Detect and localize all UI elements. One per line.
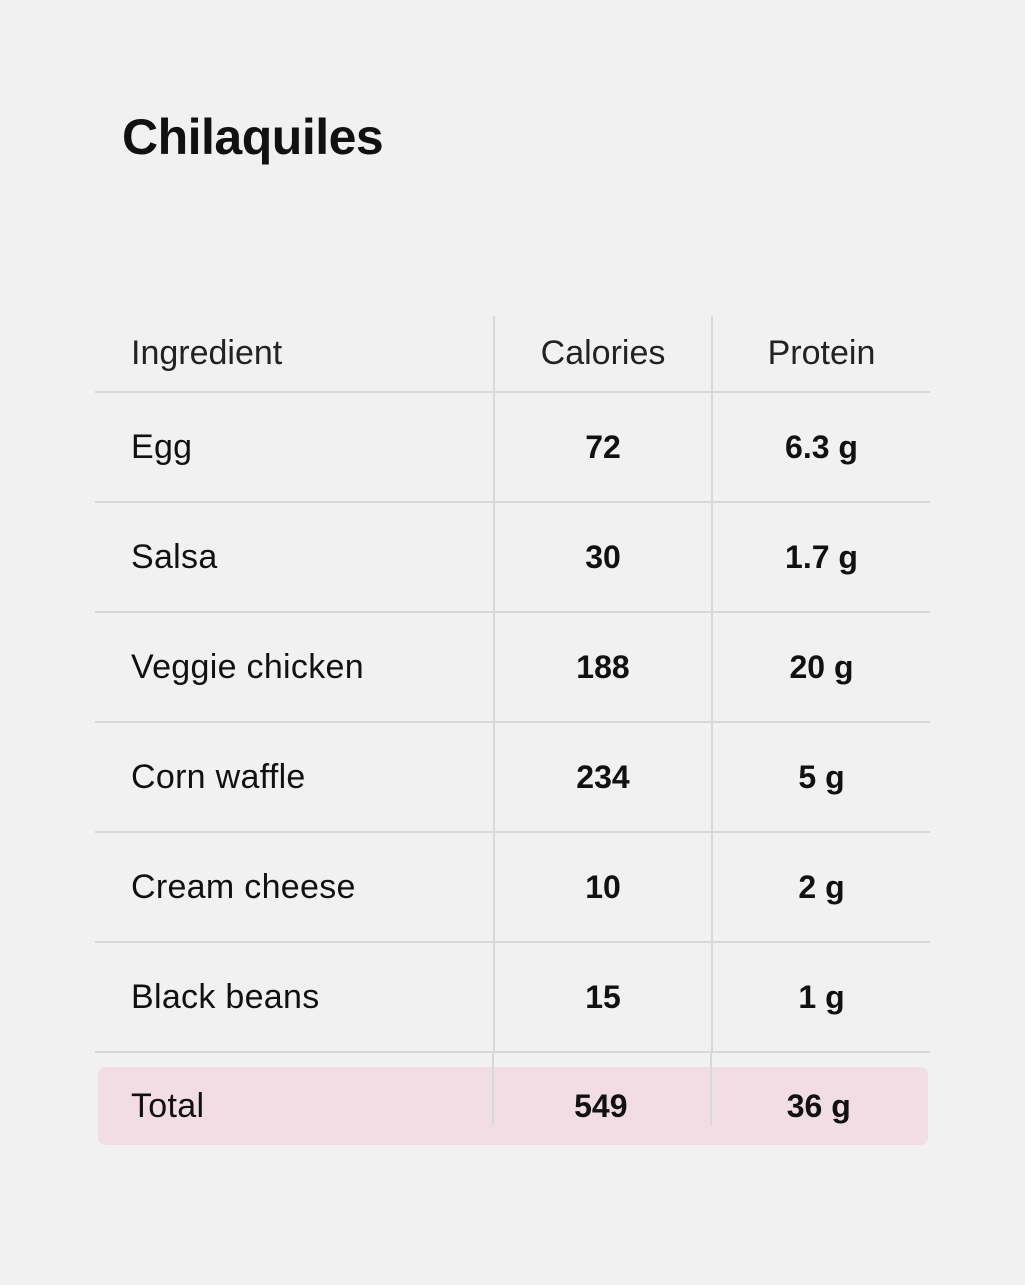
protein-cell: 5 g [711, 723, 930, 831]
protein-cell: 1 g [711, 943, 930, 1051]
ingredient-cell: Black beans [131, 977, 320, 1016]
ingredient-cell: Corn waffle [131, 757, 306, 796]
total-calories: 549 [492, 1053, 709, 1145]
table-row: Corn waffle 234 5 g [95, 723, 930, 833]
total-label: Total [131, 1086, 205, 1125]
table-row: Cream cheese 10 2 g [95, 833, 930, 943]
calories-cell: 188 [493, 613, 711, 721]
ingredient-cell: Cream cheese [131, 867, 356, 906]
protein-cell: 2 g [711, 833, 930, 941]
header-protein: Protein [711, 316, 930, 391]
table-row: Black beans 15 1 g [95, 943, 930, 1053]
table-header-row: Ingredient Calories Protein [95, 316, 930, 393]
calories-cell: 15 [493, 943, 711, 1051]
protein-cell: 20 g [711, 613, 930, 721]
calories-cell: 234 [493, 723, 711, 831]
ingredient-cell: Veggie chicken [131, 647, 364, 686]
header-ingredient: Ingredient [131, 334, 283, 372]
nutrition-table: Ingredient Calories Protein Egg 72 6.3 g… [95, 316, 930, 1145]
table-row: Veggie chicken 188 20 g [95, 613, 930, 723]
ingredient-cell: Salsa [131, 537, 218, 576]
total-protein: 36 g [709, 1053, 928, 1145]
total-row: Total 549 36 g [98, 1053, 928, 1145]
header-calories: Calories [493, 316, 711, 391]
page-title: Chilaquiles [122, 109, 384, 165]
table-row: Egg 72 6.3 g [95, 393, 930, 503]
ingredient-cell: Egg [131, 427, 193, 466]
calories-cell: 30 [493, 503, 711, 611]
table-row: Salsa 30 1.7 g [95, 503, 930, 613]
calories-cell: 72 [493, 393, 711, 501]
protein-cell: 1.7 g [711, 503, 930, 611]
calories-cell: 10 [493, 833, 711, 941]
protein-cell: 6.3 g [711, 393, 930, 501]
